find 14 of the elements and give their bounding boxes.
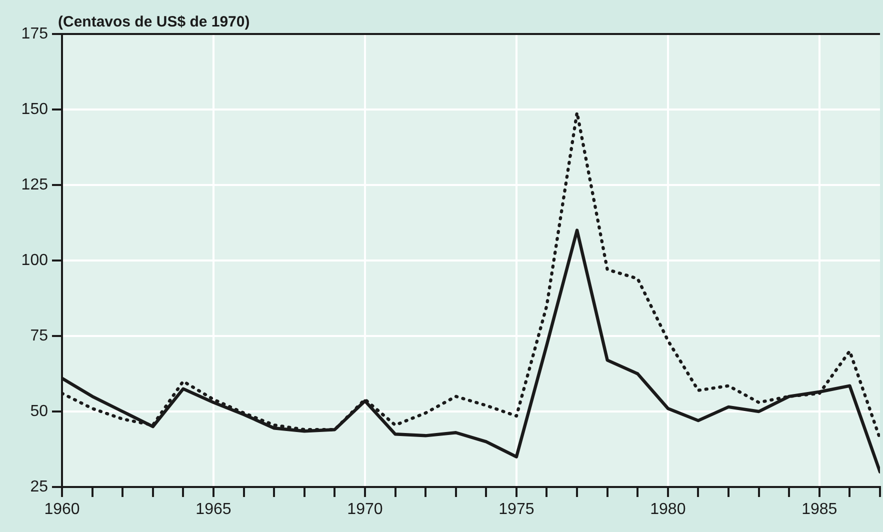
y-tick-label: 25: [30, 478, 48, 496]
x-tick-label: 1980: [650, 501, 686, 518]
y-tick-label: 100: [21, 252, 48, 269]
x-tick-label: 1970: [347, 501, 383, 518]
y-tick-label: 75: [30, 327, 48, 344]
y-tick-label: 50: [30, 402, 48, 420]
x-tick-label: 1960: [44, 501, 80, 518]
y-tick-label: 150: [21, 100, 48, 118]
x-tick-label: 1965: [196, 501, 232, 518]
y-axis-title: (Centavos de US$ de 1970): [58, 14, 250, 31]
y-tick-label: 175: [21, 25, 48, 42]
x-tick-label: 1985: [802, 501, 838, 518]
y-tick-label: 125: [21, 176, 48, 194]
x-tick-label: 1975: [498, 501, 534, 518]
